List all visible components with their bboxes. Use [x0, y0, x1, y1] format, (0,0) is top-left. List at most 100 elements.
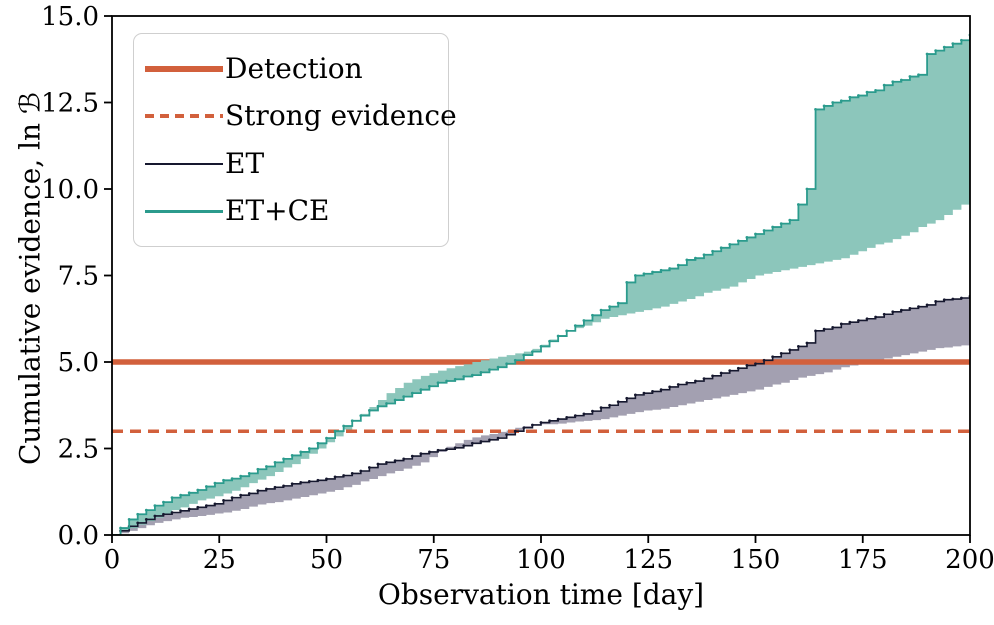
et-line-marker	[942, 298, 946, 302]
et-line-marker	[711, 374, 714, 378]
et-line-marker	[608, 403, 612, 407]
et-ce-line-marker	[247, 472, 251, 475]
et-ce-line-marker	[899, 78, 903, 82]
et-line-marker	[213, 502, 217, 506]
et-line-marker	[273, 485, 277, 489]
et-line-marker	[839, 322, 843, 326]
et-ce-line-marker	[470, 373, 474, 377]
legend-label: Strong evidence	[225, 99, 457, 133]
et-ce-line-marker	[187, 491, 191, 495]
et-line-marker	[522, 426, 526, 430]
et-ce-line-marker	[359, 414, 363, 418]
et-line-marker	[857, 319, 860, 322]
et-line-marker	[342, 474, 346, 477]
et-line-marker	[187, 507, 191, 511]
et-line-marker	[282, 484, 285, 488]
x-tick-label: 175	[838, 545, 888, 575]
et-line-marker	[702, 377, 706, 381]
et-line-marker	[762, 358, 766, 362]
et-line-marker	[874, 315, 878, 319]
et-ce-line-marker	[839, 99, 843, 103]
et-line-marker	[685, 381, 689, 385]
et-line-marker	[470, 441, 474, 445]
y-tick-label: 0.0	[58, 521, 99, 551]
legend: Detection Strong evidence ET ET+CE	[133, 33, 457, 247]
y-tick-label: 7.5	[58, 262, 99, 292]
y-axis-label: Cumulative evidence, ln ℬ	[13, 92, 47, 466]
axis-ticks	[104, 15, 971, 543]
et-ce-line-marker	[616, 301, 620, 305]
et-ce-line-marker	[127, 518, 131, 521]
et-ce-line-marker	[591, 313, 594, 317]
et-ce-line-marker	[960, 38, 963, 42]
et-ce-line-markers	[112, 33, 970, 535]
et-line-markers	[112, 294, 970, 535]
et-ce-line-marker	[762, 229, 766, 232]
et-line-marker	[719, 371, 723, 375]
et-ce-line-marker	[882, 83, 886, 87]
et-uncertainty-band	[112, 296, 970, 535]
y-tick-label: 2.5	[58, 435, 99, 465]
et-ce-line-marker	[874, 88, 878, 92]
et-line-marker	[728, 369, 732, 373]
legend-item-strong-evidence: Strong evidence	[145, 93, 457, 141]
et-ce-line-marker	[385, 402, 388, 405]
et-line-marker	[410, 454, 414, 458]
et-line-marker	[505, 433, 509, 437]
x-tick-label: 50	[310, 545, 343, 575]
et-line-marker	[539, 421, 543, 424]
et-ce-line-marker	[342, 424, 346, 428]
et-ce-line-marker	[771, 225, 775, 229]
et-line-marker	[299, 481, 303, 484]
et-line-marker	[162, 512, 165, 516]
et-line-marker	[402, 457, 406, 461]
et-line-marker	[951, 297, 955, 301]
et-ce-line-marker	[942, 45, 946, 49]
et-line-marker	[531, 423, 534, 427]
et-line-marker	[694, 379, 697, 383]
et-ce-line-marker	[754, 232, 757, 236]
et-ce-line-marker	[651, 270, 654, 274]
et-line-marker	[651, 390, 654, 393]
et-line-marker	[368, 466, 371, 469]
et-ce-line-marker	[316, 441, 320, 445]
et-ce-line-marker	[582, 319, 586, 322]
et-ce-line-marker	[376, 404, 380, 408]
et-line-marker	[565, 415, 569, 419]
et-line-marker	[385, 460, 388, 464]
et-ce-line-marker	[676, 263, 680, 267]
et-ce-line-marker	[402, 395, 406, 398]
et-line-marker	[642, 391, 646, 395]
et-ce-line-marker	[779, 222, 783, 226]
strong-evidence-line-swatch-icon	[145, 114, 223, 119]
et-line-marker	[436, 448, 440, 452]
et-ce-line-marker	[222, 478, 225, 482]
et-ce-line-marker	[556, 334, 560, 338]
et-ce-line-marker	[694, 256, 697, 260]
et-ce-line-marker	[436, 381, 440, 385]
et-ce-line-marker	[273, 460, 277, 464]
et-line-marker	[659, 388, 663, 392]
et-line-marker	[831, 326, 835, 329]
et-ce-line-marker	[513, 358, 517, 362]
et-ce-line-marker	[488, 368, 491, 372]
et-line-marker	[891, 310, 895, 314]
et-ce-line-marker	[831, 101, 835, 104]
et-ce-line-marker	[213, 481, 217, 485]
et-ce-line-swatch-icon	[145, 210, 223, 213]
et-ce-line-marker	[531, 350, 534, 354]
x-axis-label: Observation time [day]	[377, 578, 705, 611]
et-ce-line-marker	[179, 493, 183, 497]
et-ce-line-marker	[299, 450, 303, 454]
et-line-marker	[316, 478, 320, 482]
et-line-marker	[479, 440, 483, 443]
tick-labels: 0 25 50 75 100 125 150 175 200 0.0 2.5 5.0 7.5 10.0 12…	[41, 2, 994, 575]
et-line-marker	[179, 509, 183, 513]
et-ce-line-marker	[848, 95, 852, 99]
et-ce-line-marker	[162, 500, 165, 504]
et-line-marker	[925, 303, 929, 307]
et-line-marker	[350, 472, 354, 475]
et-ce-line-marker	[428, 384, 431, 388]
et-line-marker	[625, 396, 629, 400]
